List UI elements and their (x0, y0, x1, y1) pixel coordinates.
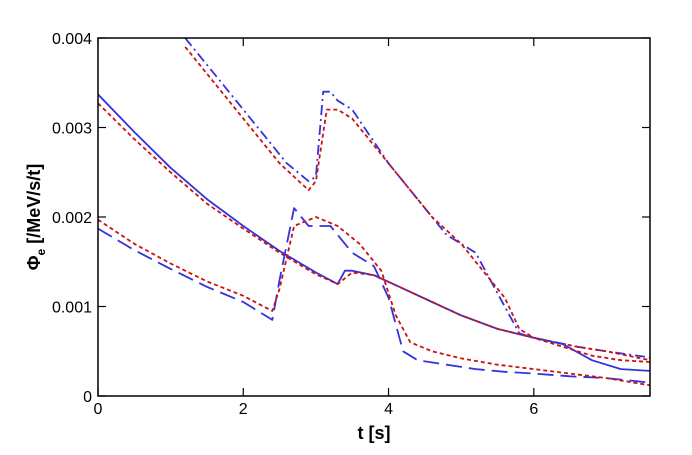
series-line-5 (98, 207, 650, 384)
x-tick-label: 4 (384, 401, 393, 418)
x-tick-label: 6 (529, 401, 538, 418)
y-tick-label: 0 (83, 389, 92, 406)
y-tick-label: 0.003 (52, 121, 92, 138)
x-tick-label: 2 (239, 401, 248, 418)
y-tick-label: 0.004 (52, 31, 92, 48)
series-line-4 (98, 102, 650, 363)
y-axis-title-main: Φ (24, 255, 44, 270)
series-line-2 (184, 46, 650, 362)
series-layer (98, 38, 650, 387)
y-tick-label: 0.001 (52, 300, 92, 317)
series-line-6 (98, 216, 650, 387)
series-line-3 (98, 93, 650, 372)
y-axis-title-rest: [/MeV/s/t] (24, 164, 44, 249)
x-tick-label: 0 (94, 401, 103, 418)
tick-layer: 0 2 4 6 0 0.001 0.002 0.003 0.004 (52, 31, 650, 418)
plot-frame (97, 37, 651, 397)
x-axis-title: t [s] (358, 423, 391, 443)
y-axis-title-sub: e (34, 248, 48, 255)
y-axis-title: Φe [/MeV/s/t] (24, 164, 48, 270)
y-tick-label: 0.002 (52, 210, 92, 227)
